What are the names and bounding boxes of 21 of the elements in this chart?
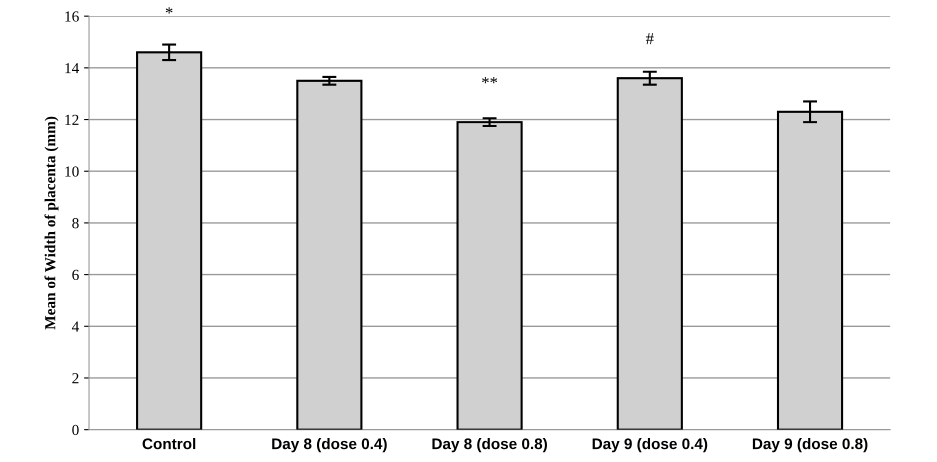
y-tick-label: 14 [65, 63, 80, 74]
y-tick-label: 8 [72, 218, 79, 228]
bar [296, 80, 362, 430]
y-tick-label: 6 [72, 270, 79, 280]
x-tick-label: Day 9 (dose 0.4) [592, 438, 708, 452]
y-tick-label: 2 [72, 373, 78, 384]
annotation: # [646, 33, 654, 44]
x-tick-label: Day 8 (dose 0.8) [432, 438, 547, 452]
annotation: ** [482, 77, 498, 84]
y-tick-label: 4 [72, 322, 80, 332]
y-tick-label: 16 [65, 11, 79, 22]
y-tick-label: 10 [65, 166, 79, 177]
y-tick-label: 12 [65, 114, 78, 125]
bar [616, 77, 683, 430]
y-axis-title: Mean of Width of placenta (mm) [44, 116, 58, 330]
x-tick-label: Day 9 (dose 0.8) [752, 438, 868, 452]
annotation: * [166, 7, 172, 14]
bar [456, 121, 523, 430]
x-tick-label: Control [142, 438, 196, 450]
y-tick-label: 0 [72, 424, 79, 436]
x-tick-label: Day 8 (dose 0.4) [272, 438, 387, 452]
